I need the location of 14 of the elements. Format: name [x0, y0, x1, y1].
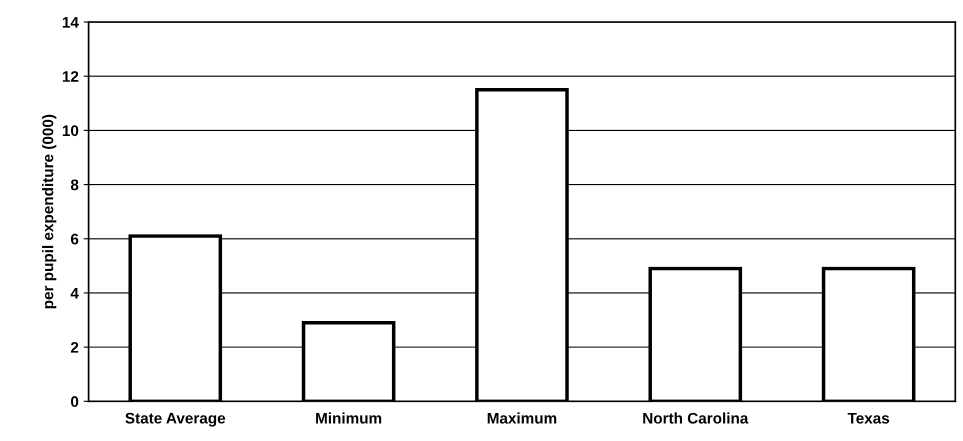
y-tick-label: 0	[70, 396, 78, 407]
y-tick-label: 10	[62, 125, 78, 136]
x-tick-label: Texas	[848, 412, 890, 424]
y-tick-label: 12	[62, 71, 78, 82]
y-tick-label: 14	[62, 17, 79, 28]
x-tick-label: Minimum	[316, 412, 382, 424]
y-axis-title: per pupil expenditure (000)	[42, 114, 56, 308]
y-tick-label: 4	[70, 288, 79, 298]
x-tick-label: State Average	[125, 412, 226, 427]
x-tick-label: Maximum	[488, 412, 556, 424]
y-tick-label: 6	[70, 234, 78, 244]
y-tick-label: 8	[70, 179, 78, 190]
x-tick-label: North Carolina	[643, 412, 748, 424]
y-tick-label: 2	[70, 342, 78, 353]
